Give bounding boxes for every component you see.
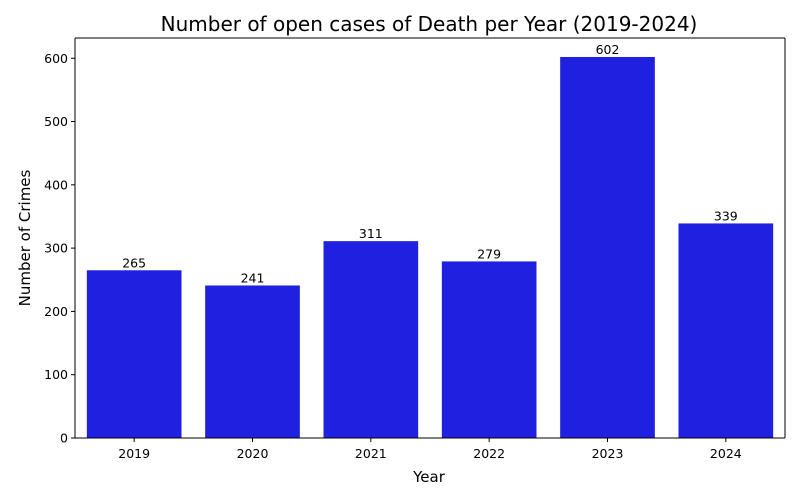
bar-2019 [86,270,182,438]
data-label-2022: 279 [477,246,501,261]
bar-2024 [678,223,774,438]
bar-2021 [323,241,419,438]
y-tick-label-600: 600 [44,51,68,66]
data-label-2023: 602 [596,42,620,57]
x-axis-title: Year [412,468,446,486]
x-tick-label-2020: 2020 [237,446,269,461]
x-tick-label-2021: 2021 [355,446,387,461]
data-label-2020: 241 [241,270,265,285]
y-tick-label-500: 500 [44,114,68,129]
data-label-2024: 339 [714,208,738,223]
y-tick-label-300: 300 [44,241,68,256]
y-tick-label-0: 0 [60,431,68,446]
bar-2022 [441,261,537,438]
y-tick-label-100: 100 [44,367,68,382]
bar-2020 [205,285,300,438]
x-tick-label-2024: 2024 [710,446,742,461]
data-label-2019: 265 [122,255,146,270]
y-axis-title: Number of Crimes [16,169,34,306]
y-tick-label-200: 200 [44,304,68,319]
bar-2023 [560,56,655,439]
x-tick-label-2023: 2023 [592,446,624,461]
x-tick-label-2022: 2022 [473,446,505,461]
y-tick-label-400: 400 [44,177,68,192]
chart-title: Number of open cases of Death per Year (… [161,12,698,36]
data-label-2021: 311 [359,226,383,241]
x-tick-label-2019: 2019 [118,446,150,461]
plot-area: 265 241 311 279 602 339 0 100 200 300 400 500 600 201… [44,37,786,461]
